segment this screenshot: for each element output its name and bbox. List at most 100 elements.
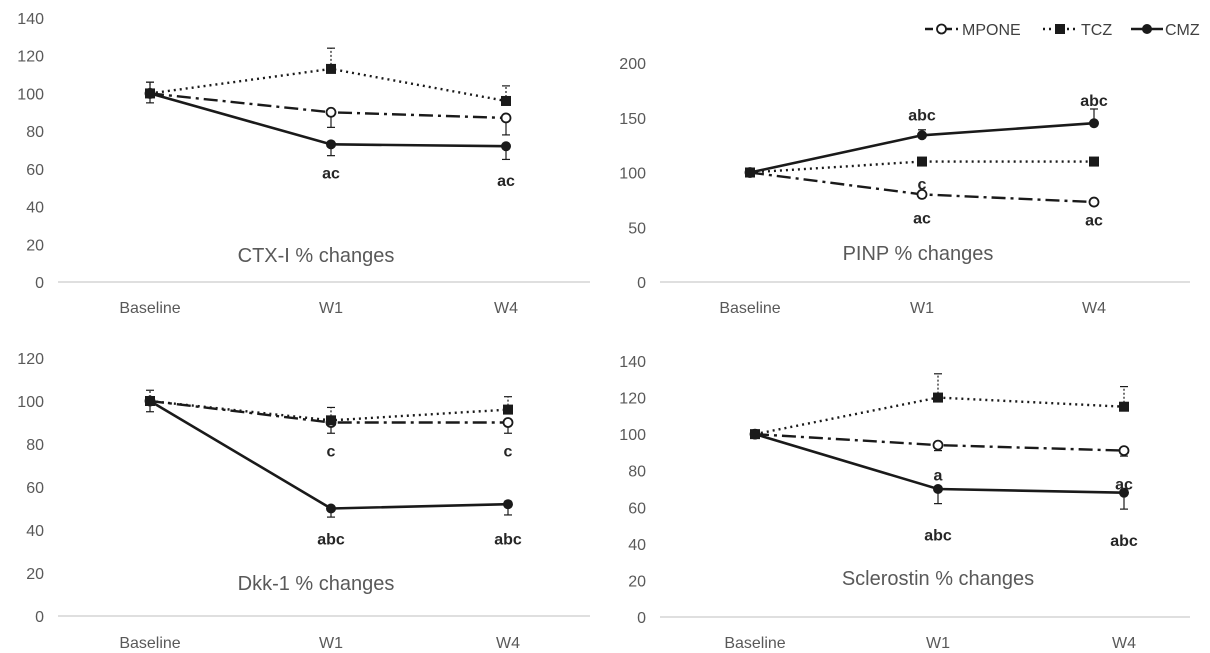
panel-sclerostin: 0 20 40 60 80 100 120 140 Baseline W1 W4 Sclerostin…	[619, 354, 1190, 652]
data-point-tcz	[1089, 156, 1099, 167]
data-point-tcz	[1119, 401, 1129, 412]
data-point-mpone	[916, 188, 928, 200]
y-tick-label: 20	[26, 566, 44, 583]
data-point-tcz	[326, 63, 336, 74]
data-point-cmz	[933, 484, 943, 494]
panel-dkk-1: 0 20 40 60 80 100 120 Baseline W1 W4 Dkk-1 % chang…	[17, 351, 590, 652]
series-cmz	[745, 108, 1099, 178]
significance-label: ac	[1115, 477, 1133, 494]
significance-label: c	[327, 443, 336, 460]
data-point-cmz	[503, 499, 513, 510]
legend-marker-tcz	[1055, 24, 1065, 34]
y-tick-label: 120	[17, 49, 44, 66]
significance-label: c	[504, 443, 513, 460]
data-point-mpone	[1118, 445, 1130, 457]
significance-label: a	[934, 467, 943, 484]
data-point-tcz	[933, 392, 943, 403]
panel-title: Sclerostin % changes	[842, 568, 1034, 590]
y-tick-label: 150	[619, 111, 646, 128]
legend-label-cmz: CMZ	[1165, 22, 1200, 39]
data-point-cmz	[326, 503, 336, 514]
x-tick-label-baseline: Baseline	[119, 635, 180, 652]
significance-label: c	[918, 176, 927, 193]
data-point-tcz	[501, 95, 511, 106]
series-tcz	[745, 156, 1099, 178]
significance-label: abc	[908, 107, 936, 124]
y-tick-label: 20	[628, 573, 646, 590]
x-tick-label-baseline: Baseline	[724, 635, 785, 652]
y-tick-label: 20	[26, 237, 44, 254]
y-tick-label: 40	[628, 537, 646, 554]
data-point-tcz	[917, 156, 927, 167]
x-tick-label-w4: W4	[1112, 635, 1136, 652]
legend: MPONE TCZ CMZ	[925, 22, 1200, 39]
legend-item-tcz: TCZ	[1043, 22, 1112, 39]
significance-label: ac	[1085, 213, 1103, 230]
legend-label-mpone: MPONE	[962, 22, 1021, 39]
x-tick-label-w4: W4	[496, 635, 520, 652]
significance-label: ac	[322, 166, 340, 183]
significance-label: ac	[497, 173, 515, 190]
x-tick-label-w1: W1	[910, 300, 934, 317]
y-tick-label: 40	[26, 200, 44, 217]
x-tick-label-w1: W1	[319, 635, 343, 652]
y-tick-label: 60	[26, 162, 44, 179]
x-tick-label-w1: W1	[319, 300, 343, 317]
series-line-cmz	[149, 92, 507, 148]
data-point-cmz	[145, 88, 155, 99]
series-tcz	[750, 373, 1129, 440]
panel-title: Dkk-1 % changes	[238, 573, 395, 595]
data-point-tcz	[326, 415, 336, 426]
data-point-cmz	[1089, 118, 1099, 129]
x-tick-label-w4: W4	[1082, 300, 1106, 317]
significance-label: abc	[1080, 93, 1108, 110]
series-cmz	[750, 429, 1129, 510]
legend-item-mpone: MPONE	[925, 22, 1021, 39]
y-tick-label: 0	[637, 610, 646, 627]
y-tick-label: 80	[26, 124, 44, 141]
y-tick-label: 50	[628, 220, 646, 237]
legend-marker-mpone	[936, 23, 947, 35]
series-mpone	[144, 395, 514, 434]
data-point-cmz	[326, 139, 336, 150]
y-tick-label: 100	[17, 394, 44, 411]
x-tick-label-baseline: Baseline	[719, 300, 780, 317]
series-tcz	[145, 47, 511, 106]
panel-pinp: 0 50 100 150 200 Baseline W1 W4 PINP % changes ab…	[619, 56, 1190, 317]
data-point-cmz	[750, 429, 760, 440]
y-tick-label: 80	[628, 464, 646, 481]
data-point-mpone	[325, 106, 337, 118]
data-point-mpone	[500, 112, 512, 124]
significance-label: ac	[913, 210, 931, 227]
y-tick-label: 0	[35, 609, 44, 626]
data-point-cmz	[145, 396, 155, 406]
data-point-mpone	[1088, 196, 1100, 208]
legend-label-tcz: TCZ	[1081, 22, 1112, 39]
legend-marker-cmz	[1142, 24, 1152, 34]
series-cmz	[145, 88, 511, 161]
y-tick-label: 0	[35, 275, 44, 292]
series-mpone	[749, 428, 1130, 457]
data-point-mpone	[502, 417, 514, 428]
significance-label: abc	[494, 532, 522, 549]
legend-item-cmz: CMZ	[1131, 22, 1200, 39]
panel-ctx-i: 0 20 40 60 80 100 120 140 Baseline W1 W4 CTX-I % ch…	[17, 11, 590, 317]
y-tick-label: 0	[637, 275, 646, 292]
data-point-cmz	[1119, 487, 1129, 498]
x-tick-label-baseline: Baseline	[119, 300, 180, 317]
data-point-tcz	[503, 404, 513, 415]
data-point-mpone	[932, 439, 944, 451]
y-tick-label: 80	[26, 437, 44, 454]
panel-title: PINP % changes	[843, 243, 994, 265]
y-tick-label: 40	[26, 523, 44, 540]
y-tick-label: 200	[619, 56, 646, 73]
data-point-cmz	[745, 167, 755, 178]
y-tick-label: 60	[628, 500, 646, 517]
series-cmz	[145, 396, 513, 518]
x-tick-label-w1: W1	[926, 635, 950, 652]
y-tick-label: 140	[17, 11, 44, 28]
y-tick-label: 100	[17, 86, 44, 103]
y-tick-label: 120	[619, 391, 646, 408]
panel-title: CTX-I % changes	[238, 245, 395, 267]
data-point-cmz	[501, 141, 511, 152]
